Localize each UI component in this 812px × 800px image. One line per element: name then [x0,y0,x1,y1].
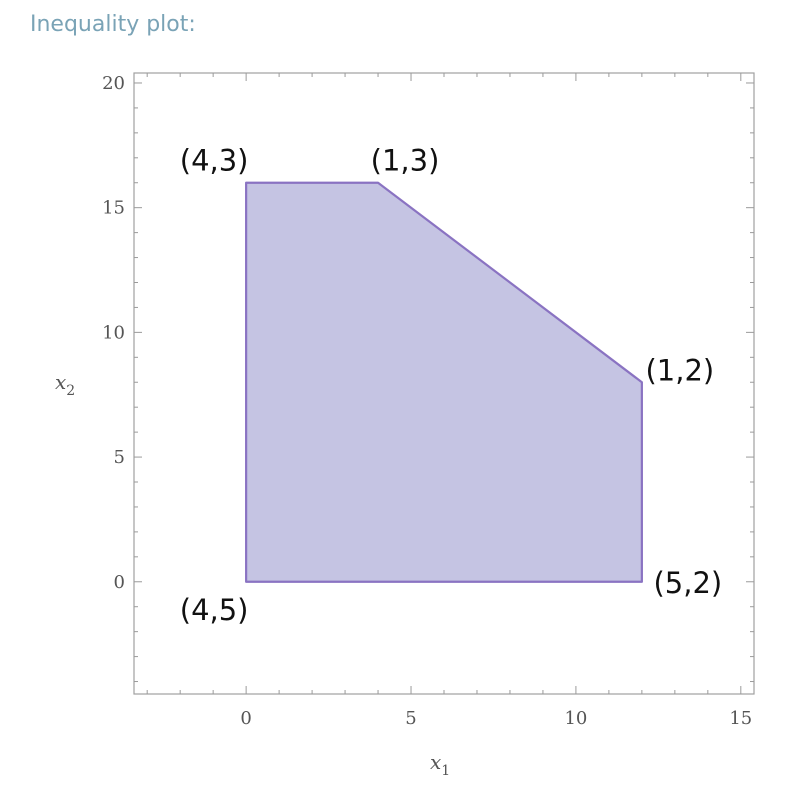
vertex-label: (1,3) [371,144,440,178]
x-tick-label: 15 [729,708,752,729]
x-axis-label-var: x [430,750,441,774]
y-tick-label: 20 [102,73,125,94]
vertex-label: (1,2) [645,353,714,387]
x-tick-label: 5 [405,708,416,729]
pod-title: Inequality plot: [30,12,196,37]
x-axis-label: x1 [430,750,450,779]
feasible-region [245,181,643,583]
y-axis-label: x2 [55,370,75,399]
y-tick-label: 0 [114,572,125,593]
x-tick-label: 10 [564,708,587,729]
y-tick-label: 5 [114,447,125,468]
vertex-label: (5,2) [653,566,722,600]
y-axis-label-var: x [55,370,66,394]
y-tick-label: 15 [102,198,125,219]
vertex-label: (4,3) [180,144,249,178]
y-tick-label: 10 [102,322,125,343]
x-axis-label-sub: 1 [441,763,450,779]
y-axis-label-sub: 2 [66,383,75,399]
x-tick-label: 0 [240,708,251,729]
vertex-label: (4,5) [180,593,249,627]
